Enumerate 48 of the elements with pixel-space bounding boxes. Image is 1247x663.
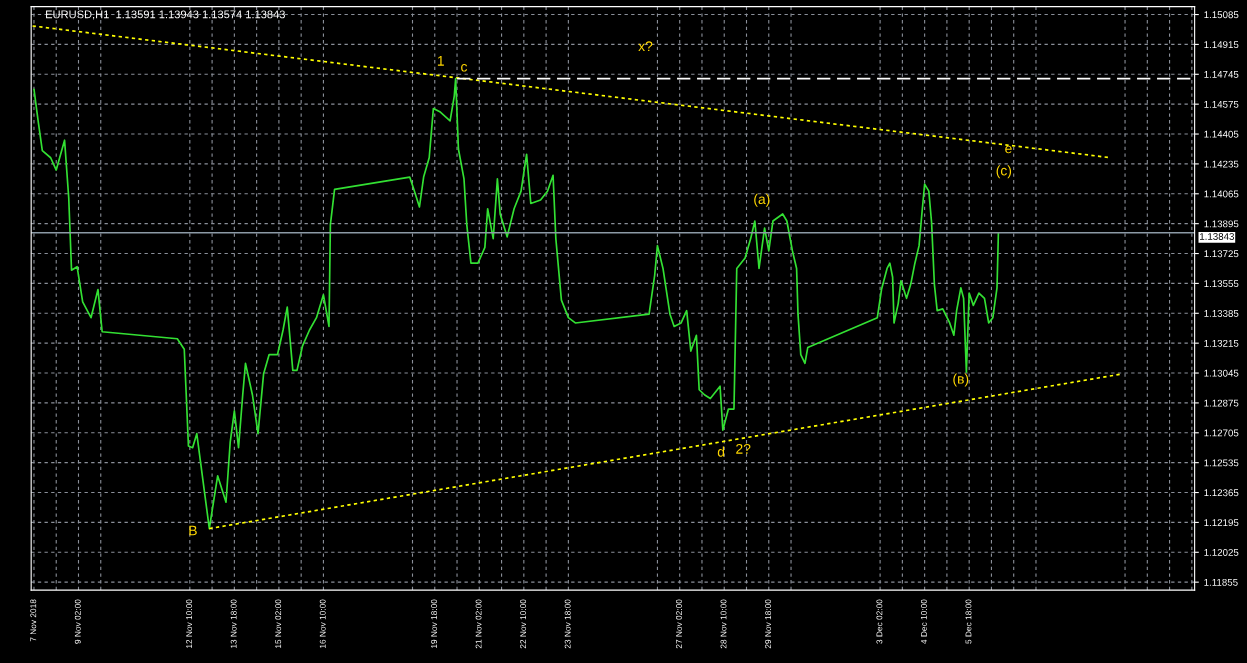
x-tick-label: 21 Nov 02:00 bbox=[475, 599, 482, 649]
x-tick-label: 29 Nov 18:00 bbox=[765, 599, 772, 649]
chart-title: EURUSD,H1 1.13591 1.13943 1.13574 1.13843 bbox=[46, 10, 285, 20]
x-tick-label: 16 Nov 10:00 bbox=[319, 599, 326, 649]
y-tick-label: 1.14405 bbox=[1204, 130, 1239, 138]
y-tick-label: 1.15085 bbox=[1204, 11, 1239, 19]
annotation: d bbox=[717, 446, 725, 457]
x-tick-label: 28 Nov 10:00 bbox=[720, 599, 727, 649]
y-tick-label: 1.13895 bbox=[1204, 220, 1239, 228]
y-tick-label: 1.11855 bbox=[1204, 578, 1238, 586]
x-tick-label: 23 Nov 18:00 bbox=[564, 599, 571, 649]
annotation: 2? bbox=[736, 443, 751, 454]
y-tick-label: 1.12875 bbox=[1204, 399, 1239, 407]
y-tick-label: 1.13725 bbox=[1204, 250, 1239, 258]
y-tick-label: 1.14065 bbox=[1204, 190, 1239, 198]
x-tick-label: 7 Nov 2018 bbox=[30, 599, 37, 642]
y-tick-label: 1.14915 bbox=[1204, 41, 1239, 49]
annotation: x? bbox=[638, 41, 653, 52]
annotation: (в) bbox=[953, 373, 969, 387]
y-tick-label: 1.14745 bbox=[1204, 71, 1239, 78]
x-tick-label: 13 Nov 18:00 bbox=[230, 599, 237, 649]
y-tick-label: 1.12025 bbox=[1204, 549, 1239, 556]
annotation: 1 bbox=[437, 56, 444, 66]
y-tick-label: 1.13555 bbox=[1204, 280, 1239, 288]
annotation: B bbox=[189, 525, 197, 536]
y-tick-label: 1.12705 bbox=[1204, 429, 1239, 437]
x-tick-label: 12 Nov 10:00 bbox=[186, 599, 193, 649]
y-tick-label: 1.13215 bbox=[1204, 339, 1239, 347]
x-tick-label: 27 Nov 02:00 bbox=[676, 599, 682, 649]
annotation: e bbox=[1005, 145, 1012, 154]
y-tick-label: 1.14575 bbox=[1204, 101, 1239, 108]
x-tick-label: 5 Dec 18:00 bbox=[965, 599, 972, 644]
x-tick-label: 9 Nov 02:00 bbox=[74, 599, 81, 644]
annotation: (a) bbox=[754, 193, 770, 207]
y-tick-label: 1.13045 bbox=[1204, 369, 1239, 377]
annotation: (c) bbox=[996, 165, 1012, 179]
y-tick-label: 1.13385 bbox=[1204, 310, 1239, 317]
y-tick-label: 1.12535 bbox=[1204, 459, 1239, 467]
y-tick-label: 1.12195 bbox=[1204, 519, 1239, 527]
x-tick-label: 22 Nov 10:00 bbox=[520, 599, 527, 649]
y-tick-label: 1.14235 bbox=[1204, 160, 1239, 168]
x-tick-label: 19 Nov 18:00 bbox=[431, 599, 437, 649]
ref-line-label: 1.13843 bbox=[1200, 233, 1234, 240]
y-tick-label: 1.12365 bbox=[1204, 489, 1239, 497]
annotation: c bbox=[461, 64, 468, 72]
x-tick-label: 4 Dec 10:00 bbox=[920, 599, 927, 644]
x-tick-label: 3 Dec 02:00 bbox=[876, 599, 883, 644]
x-tick-label: 15 Nov 02:00 bbox=[275, 599, 282, 649]
